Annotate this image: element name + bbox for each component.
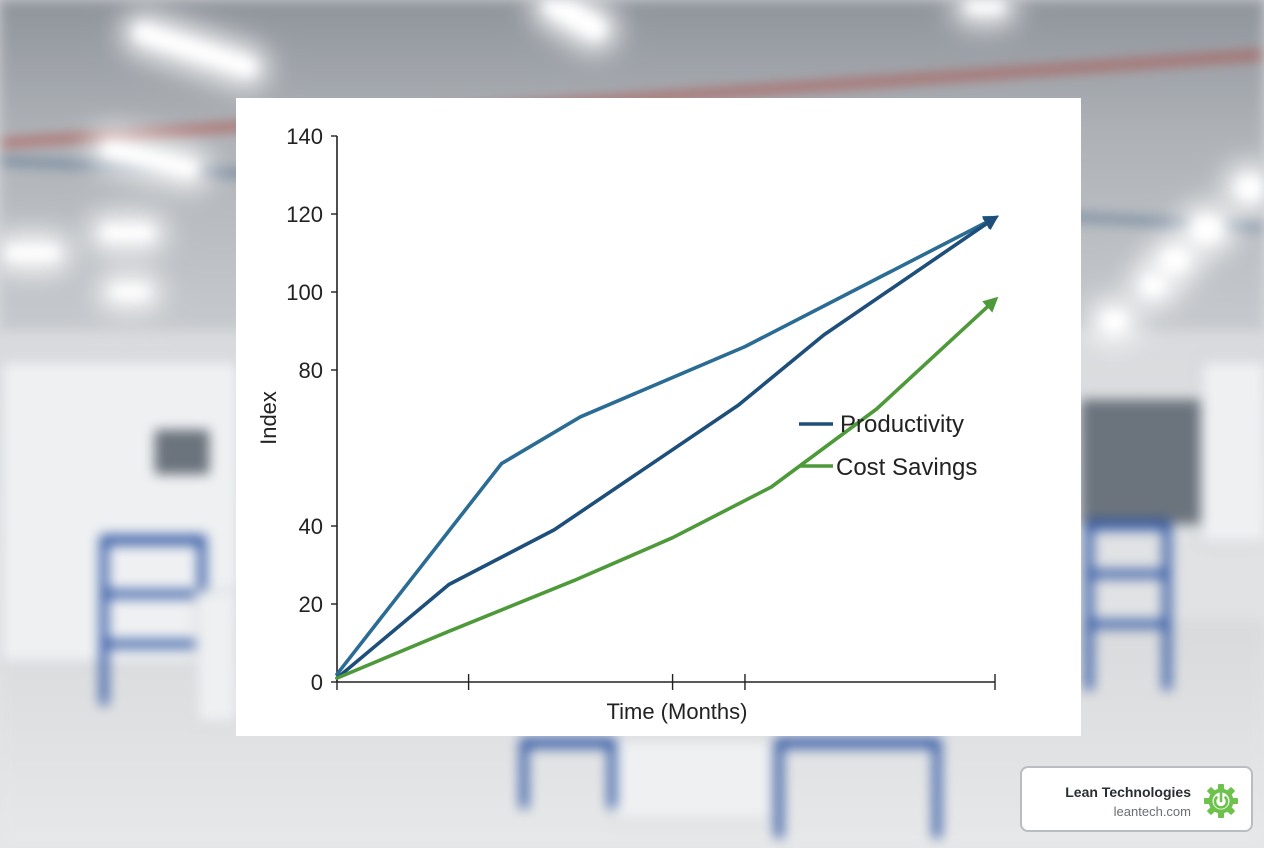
series-line-1 [335,215,1000,677]
power-gear-icon [1204,784,1238,818]
brand-url: leantech.com [1113,804,1191,819]
x-axis-label: Time (Months) [607,699,748,724]
y-axis-label: Index [256,391,281,445]
legend: Productivity Cost Savings [799,411,977,481]
y-tick-label: 140 [286,124,323,149]
chart-card: 0 20 40 80 100 120 140 Time (Months) Index Pro… [236,98,1081,736]
y-tick-label: 100 [286,280,323,305]
series-line-3 [335,296,999,680]
legend-label-cost-savings: Cost Savings [836,454,977,481]
series-line-2 [335,215,999,680]
brand-name: Lean Technologies [1065,784,1191,800]
y-tick-label: 0 [311,670,323,695]
y-tick-label: 20 [299,592,323,617]
y-tick-label: 120 [286,202,323,227]
y-tick-label: 40 [299,514,323,539]
y-axis-ticks: 0 20 40 80 100 120 140 [286,124,337,695]
line-chart: 0 20 40 80 100 120 140 Time (Months) Index Pro… [256,124,1000,724]
series-lines [335,215,1000,680]
legend-label-productivity: Productivity [840,411,964,438]
brand-badge: Lean Technologies leantech.com [1020,766,1253,832]
y-tick-label: 80 [299,358,323,383]
